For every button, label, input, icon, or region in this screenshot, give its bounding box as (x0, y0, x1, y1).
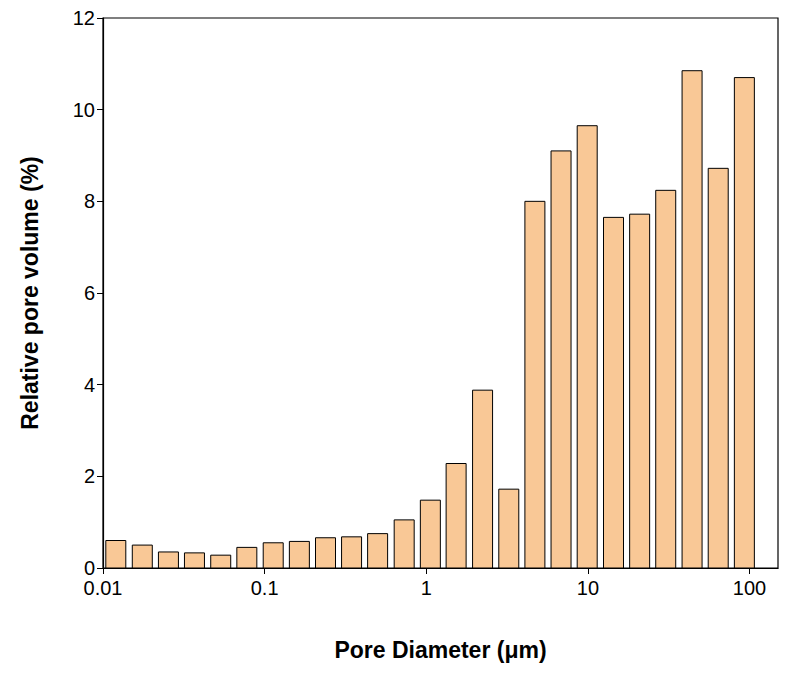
svg-text:10: 10 (577, 577, 599, 599)
svg-text:6: 6 (84, 282, 95, 304)
svg-text:Pore Diameter (μm): Pore Diameter (μm) (334, 637, 546, 663)
svg-text:10: 10 (73, 99, 95, 121)
svg-text:12: 12 (73, 7, 95, 29)
svg-text:0.01: 0.01 (84, 577, 123, 599)
svg-text:4: 4 (84, 374, 95, 396)
svg-text:0: 0 (84, 557, 95, 579)
svg-text:2: 2 (84, 465, 95, 487)
svg-text:8: 8 (84, 190, 95, 212)
svg-text:Relative pore volume (%): Relative pore volume (%) (17, 156, 43, 430)
svg-text:1: 1 (421, 577, 432, 599)
svg-text:0.1: 0.1 (251, 577, 279, 599)
svg-text:100: 100 (733, 577, 766, 599)
